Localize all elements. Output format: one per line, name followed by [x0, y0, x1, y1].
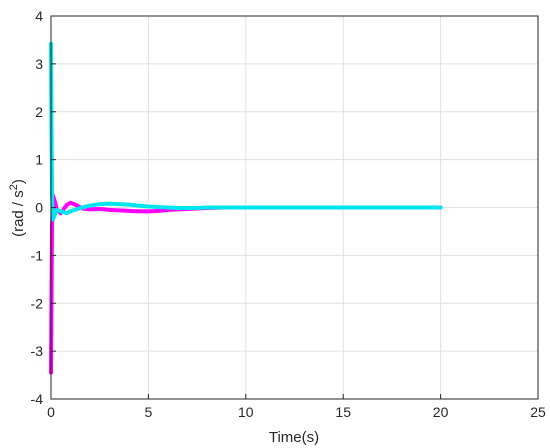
y-tick-label: -1 — [31, 247, 44, 263]
x-tick-label: 10 — [238, 404, 254, 420]
y-tick-label: 4 — [35, 8, 43, 24]
x-axis-title: Time(s) — [269, 429, 319, 446]
y-axis-title-superscript: 2 — [8, 184, 20, 190]
y-tick-label: -2 — [31, 295, 44, 311]
x-tick-label: 0 — [47, 404, 55, 420]
y-axis-title-close: ) — [10, 179, 27, 184]
series-line-2 — [49, 41, 443, 222]
y-tick-label: 1 — [35, 152, 43, 168]
y-tick-label: -3 — [31, 343, 44, 359]
x-tick-label: 20 — [433, 404, 449, 420]
y-tick-label: 2 — [35, 104, 43, 120]
x-axis-ticks: 0 5 10 15 20 25 — [47, 394, 546, 420]
x-tick-label: 25 — [530, 404, 546, 420]
y-axis-title-main: (rad / s — [10, 190, 27, 237]
series-layer — [49, 41, 443, 375]
y-tick-label: 0 — [35, 200, 43, 216]
y-tick-label: -4 — [31, 391, 44, 407]
y-axis-ticks: -4 -3 -2 -1 0 1 2 3 4 — [31, 8, 56, 407]
y-tick-label: 3 — [35, 56, 43, 72]
x-tick-label: 15 — [335, 404, 351, 420]
y-axis-title: (rad / s2) — [8, 179, 27, 237]
x-tick-label: 5 — [145, 404, 153, 420]
